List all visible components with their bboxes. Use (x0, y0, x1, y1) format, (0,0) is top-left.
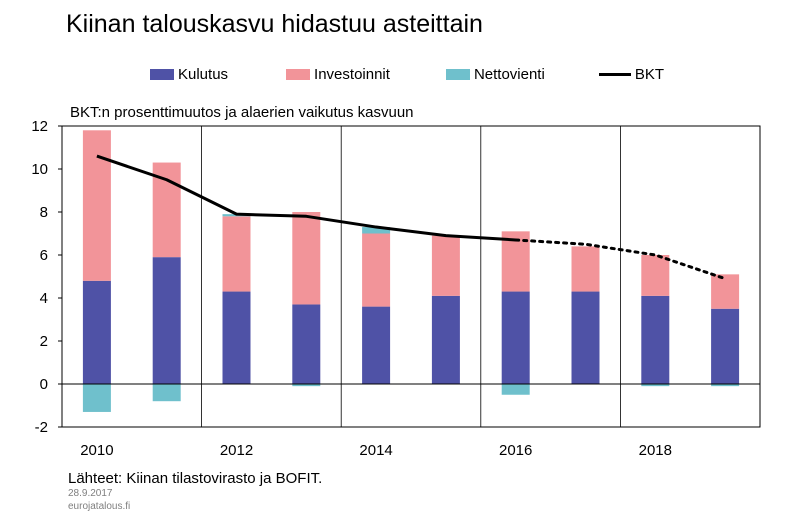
bar-segment-kulutus (641, 295, 670, 384)
bar-segment-kulutus (431, 295, 460, 384)
source-note: Lähteet: Kiinan tilastovirasto ja BOFIT. (68, 470, 323, 487)
x-tick-label: 2010 (80, 442, 113, 459)
y-tick-label: 10 (31, 161, 48, 178)
legend-label-bkt: BKT (634, 66, 664, 83)
y-tick-label: 6 (40, 247, 48, 264)
x-tick-label: 2012 (220, 442, 253, 459)
bar-segment-investoinnit (82, 130, 111, 281)
grid-lines (201, 126, 621, 427)
legend-label-investoinnit: Investoinnit (314, 66, 390, 83)
legend-item-kulutus: Kulutus (150, 66, 228, 83)
bar-segment-investoinnit (222, 216, 251, 292)
bkt-line-group (96, 154, 727, 281)
bars (82, 130, 740, 412)
bkt-line-forecast (514, 238, 727, 281)
bar-segment-investoinnit (571, 246, 600, 292)
legend-label-kulutus: Kulutus (178, 66, 229, 83)
bar-segment-kulutus (501, 291, 530, 384)
legend-label-nettovienti: Nettovienti (473, 66, 545, 83)
bar-segment-investoinnit (292, 212, 321, 305)
bar-segment-investoinnit (711, 274, 740, 309)
bar-segment-nettovienti (641, 384, 670, 387)
y-tick-label: 0 (40, 376, 48, 393)
bar-segment-kulutus (222, 291, 251, 384)
bar-segment-kulutus (82, 280, 111, 384)
publish-date: 28.9.2017 (68, 488, 113, 499)
bar-segment-nettovienti (711, 384, 740, 387)
legend-item-bkt: BKT (598, 66, 664, 83)
chart-subtitle: BKT:n prosenttimuutos ja alaerien vaikut… (70, 104, 414, 121)
legend-swatch-investoinnit (286, 69, 311, 80)
bar-segment-nettovienti (82, 384, 111, 412)
plot-frame (61, 125, 761, 428)
bar-segment-kulutus (711, 308, 740, 384)
bar-segment-nettovienti (501, 384, 530, 395)
bar-segment-kulutus (292, 304, 321, 384)
y-tick-label: 12 (31, 118, 48, 135)
legend-swatch-bkt (598, 73, 631, 76)
bar-segment-investoinnit (362, 233, 391, 307)
bar-segment-nettovienti (152, 384, 181, 402)
legend-swatch-nettovienti (445, 69, 470, 80)
bar-segment-kulutus (152, 257, 181, 384)
bkt-line (96, 154, 516, 242)
x-tick-label: 2016 (499, 442, 532, 459)
bar-segment-nettovienti (292, 384, 321, 387)
bar-segment-kulutus (571, 291, 600, 384)
chart-title: Kiinan talouskasvu hidastuu asteittain (66, 10, 483, 38)
legend-item-nettovienti: Nettovienti (445, 66, 545, 83)
legend-swatch-kulutus (150, 69, 174, 80)
axes: -2 0 2 4 6 8 10 12 2010 2012 2014 2016 2018 (31, 118, 761, 459)
x-tick-label: 2018 (639, 442, 672, 459)
y-tick-label: 4 (40, 290, 48, 307)
chart-legend: Kulutus Investoinnit Nettovienti BKT (150, 66, 664, 83)
legend-item-investoinnit: Investoinnit (286, 66, 390, 83)
y-tick-label: -2 (35, 419, 48, 436)
bar-segment-nettovienti (362, 227, 391, 234)
site-name: eurojatalous.fi (68, 501, 131, 512)
y-tick-label: 8 (40, 204, 48, 221)
bar-segment-investoinnit (641, 255, 670, 296)
y-tick-label: 2 (40, 333, 48, 350)
chart-plot: -2 0 2 4 6 8 10 12 2010 2012 2014 2016 2018 (31, 118, 761, 459)
x-tick-label: 2014 (359, 442, 392, 459)
bar-segment-kulutus (362, 306, 391, 384)
bar-segment-investoinnit (431, 235, 460, 296)
